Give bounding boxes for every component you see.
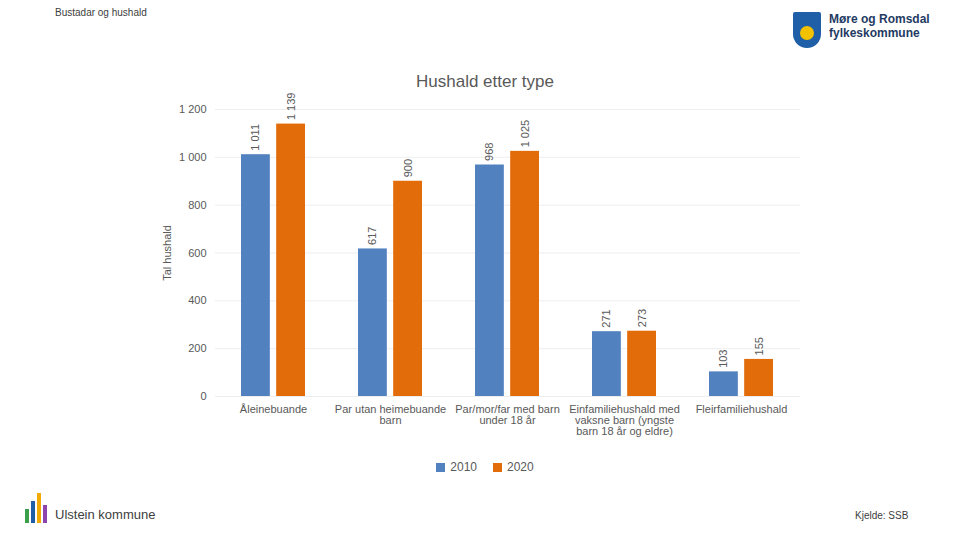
- html-text:Kjelde: SSB: Kjelde: SSB: [855, 510, 909, 521]
- svg-text:968: 968: [483, 143, 495, 161]
- svg-text:200: 200: [188, 342, 206, 354]
- svg-text:1 139: 1 139: [285, 93, 297, 121]
- svg-text:155: 155: [753, 337, 765, 355]
- svg-text:273: 273: [636, 309, 648, 327]
- svg-text:Einfamiliehushald medvaksne ba: Einfamiliehushald medvaksne barn (yngste…: [569, 403, 680, 437]
- html-text:Møre og Romsdal: Møre og Romsdal: [829, 12, 930, 26]
- svg-text:900: 900: [402, 159, 414, 177]
- html-text:Bustadar og hushald: Bustadar og hushald: [55, 7, 147, 18]
- svg-text:1 011: 1 011: [249, 124, 261, 151]
- svg-text:Fleirfamiliehushald: Fleirfamiliehushald: [696, 403, 788, 415]
- html-text:fylkeskommune: fylkeskommune: [829, 26, 920, 40]
- svg-text:1 025: 1 025: [519, 120, 531, 148]
- html-text:Ulstein kommune: Ulstein kommune: [55, 507, 156, 522]
- svg-text:103: 103: [717, 350, 729, 368]
- svg-text:1 000: 1 000: [179, 151, 207, 163]
- html-text:2010: 2010: [450, 460, 477, 474]
- svg-text:800: 800: [188, 199, 206, 211]
- svg-text:Par utan heimebuandebarn: Par utan heimebuandebarn: [335, 403, 446, 426]
- svg-text:400: 400: [188, 294, 206, 306]
- svg-text:1 200: 1 200: [179, 103, 207, 115]
- svg-text:600: 600: [188, 247, 206, 259]
- html-text:2020: 2020: [507, 460, 534, 474]
- svg-text:0: 0: [200, 390, 206, 402]
- svg-text:617: 617: [366, 227, 378, 245]
- html-text:Hushald etter type: Hushald etter type: [416, 72, 554, 91]
- svg-text:271: 271: [600, 309, 612, 327]
- svg-text:Par/mor/far med barnunder 18 å: Par/mor/far med barnunder 18 år: [455, 403, 560, 426]
- svg-text:Åleinebuande: Åleinebuande: [240, 403, 307, 415]
- svg-text:Tal hushald: Tal hushald: [161, 225, 173, 281]
